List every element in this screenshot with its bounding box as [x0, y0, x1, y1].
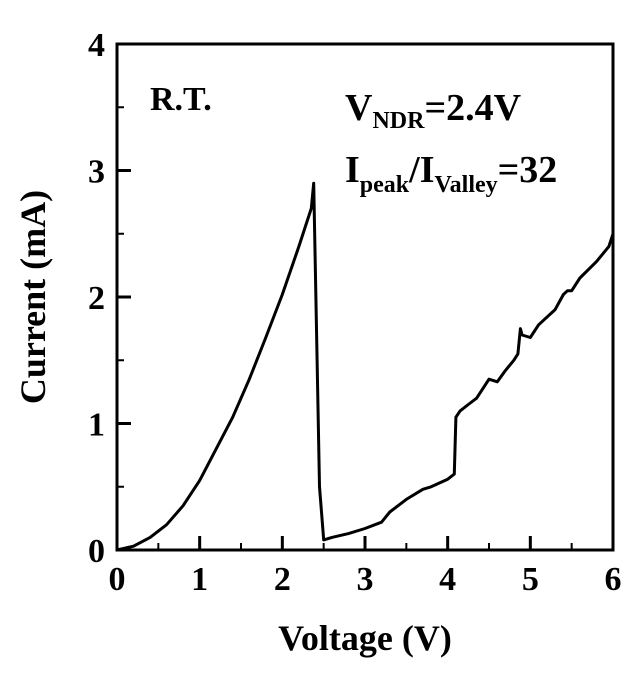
y-axis-ticks: 0 1 2 3 4	[88, 27, 131, 570]
x-tick-label: 0	[109, 561, 126, 598]
x-tick-label: 2	[274, 561, 291, 598]
x-axis-title: Voltage (V)	[278, 618, 452, 658]
vndr-subscript: NDR	[372, 108, 425, 134]
x-tick-label: 1	[191, 561, 208, 598]
y-tick-label: 1	[88, 407, 105, 444]
vndr-value: =2.4V	[424, 87, 521, 129]
ratio-subscript-peak: peak	[360, 172, 410, 198]
peak-valley-ratio-annotation: Ipeak/IValley=32	[345, 149, 557, 198]
y-tick-label: 2	[88, 280, 105, 317]
vndr-symbol: V	[345, 87, 373, 129]
x-tick-label: 3	[357, 561, 374, 598]
y-tick-label: 3	[88, 154, 105, 191]
ratio-subscript-valley: Valley	[435, 172, 498, 198]
iv-data-line	[116, 181, 615, 552]
x-axis-ticks: 0 1 2 3 4 5 6	[109, 536, 622, 598]
ratio-i-valley: /I	[408, 149, 434, 191]
ratio-value: =32	[498, 149, 558, 191]
ratio-i-peak: I	[345, 149, 360, 191]
y-axis-title: Current (mA)	[13, 190, 53, 404]
temperature-annotation: R.T.	[150, 81, 212, 118]
x-tick-label: 5	[522, 561, 539, 598]
y-tick-label: 0	[88, 533, 105, 570]
x-tick-label: 6	[605, 561, 622, 598]
vndr-annotation: VNDR=2.4V	[345, 87, 522, 134]
y-tick-label: 4	[88, 27, 105, 64]
x-tick-label: 4	[439, 561, 456, 598]
